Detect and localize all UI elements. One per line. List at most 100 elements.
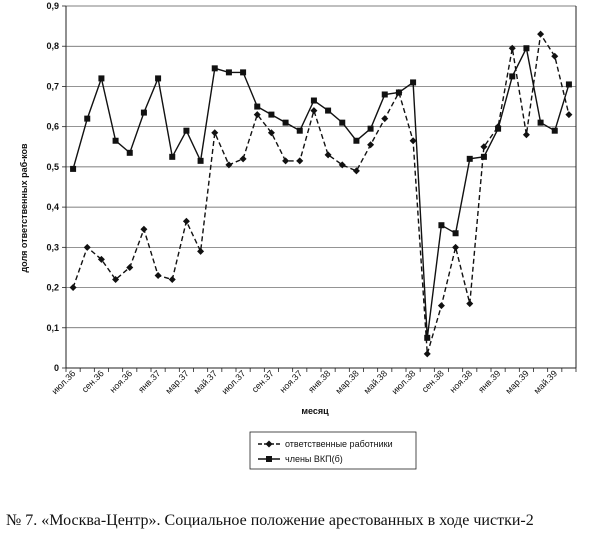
data-point-square xyxy=(395,89,402,96)
data-point-diamond xyxy=(423,350,431,358)
x-tick-label: ноя.37 xyxy=(278,368,304,394)
data-point-square xyxy=(211,65,218,72)
data-point-square xyxy=(551,127,558,134)
data-point-square xyxy=(381,91,388,98)
data-point-square xyxy=(353,137,360,144)
data-point-square xyxy=(509,73,516,80)
data-point-diamond xyxy=(338,161,346,169)
data-point-square xyxy=(495,125,502,132)
x-tick-label: янв.37 xyxy=(136,368,162,394)
x-tick-label: ноя.38 xyxy=(448,368,474,394)
data-point-diamond xyxy=(480,143,488,151)
data-point-square xyxy=(70,165,77,172)
data-point-square xyxy=(268,111,275,118)
data-point-diamond xyxy=(253,111,261,119)
y-tick-label: 0,1 xyxy=(46,323,59,333)
data-point-square xyxy=(480,153,487,160)
x-tick-label: янв.39 xyxy=(476,368,502,394)
y-tick-label: 0,8 xyxy=(46,41,59,51)
data-point-square xyxy=(296,127,303,134)
data-point-diamond xyxy=(551,52,559,60)
series-markers xyxy=(69,30,573,358)
data-point-diamond xyxy=(182,217,190,225)
legend: ответственные работники члены ВКП(б) xyxy=(249,431,417,470)
y-axis: 0 0,1 0,2 0,3 0,4 0,5 0,6 0,7 0,8 0,9 xyxy=(46,1,577,373)
x-tick-label: сен.36 xyxy=(80,368,106,394)
y-tick-label: 0,4 xyxy=(46,202,59,212)
x-tick-label: мар.39 xyxy=(503,368,530,395)
legend-label: ответственные работники xyxy=(285,439,393,449)
data-point-diamond xyxy=(508,44,516,52)
x-tick-label: май.38 xyxy=(362,368,389,395)
data-point-diamond xyxy=(310,107,318,115)
data-point-diamond xyxy=(267,129,275,137)
data-point-square xyxy=(98,75,105,82)
data-point-square xyxy=(325,107,332,114)
y-tick-label: 0,9 xyxy=(46,1,59,11)
series-lines xyxy=(72,32,570,355)
y-tick-label: 0 xyxy=(54,363,59,373)
data-point-diamond xyxy=(409,137,417,145)
data-point-square xyxy=(452,230,459,237)
data-point-square xyxy=(240,69,247,76)
data-point-square xyxy=(424,334,431,341)
data-point-diamond xyxy=(466,300,474,308)
data-point-diamond xyxy=(522,131,530,139)
data-point-diamond xyxy=(282,157,290,165)
data-point-square xyxy=(183,127,190,134)
legend-marker-square xyxy=(266,456,272,462)
legend-box xyxy=(249,431,417,470)
data-point-diamond xyxy=(452,243,460,251)
x-tick-label: мар.37 xyxy=(163,368,190,395)
x-axis: июл.36 сен.36 ноя.36 янв.37 мар.37 май.37 июл.… xyxy=(50,367,577,396)
x-tick-label: май.37 xyxy=(192,368,219,395)
data-point-diamond xyxy=(324,151,332,159)
y-tick-label: 0,2 xyxy=(46,283,59,293)
data-point-diamond xyxy=(211,129,219,137)
line-chart: 0 0,1 0,2 0,3 0,4 0,5 0,6 0,7 0,8 0,9 июл.36 сен.3… xyxy=(19,1,577,470)
data-point-diamond xyxy=(225,161,233,169)
x-tick-label: янв.38 xyxy=(306,368,332,394)
data-point-square xyxy=(197,157,204,164)
x-tick-label: сен.38 xyxy=(420,368,446,394)
data-point-square xyxy=(140,109,147,116)
data-point-square xyxy=(225,69,232,76)
x-tick-label: сен.37 xyxy=(250,368,276,394)
data-point-diamond xyxy=(537,30,545,38)
data-point-square xyxy=(282,119,289,126)
data-point-diamond xyxy=(69,284,77,292)
y-tick-label: 0,5 xyxy=(46,162,59,172)
x-tick-label: июл.38 xyxy=(390,368,418,396)
data-point-square xyxy=(537,119,544,126)
data-point-square xyxy=(466,155,473,162)
data-point-square xyxy=(254,103,261,110)
x-tick-label: мар.38 xyxy=(333,368,360,395)
data-point-square xyxy=(155,75,162,82)
series-line-party-members xyxy=(72,46,570,338)
x-tick-label: ноя.36 xyxy=(108,368,134,394)
figure-caption: № 7. «Москва-Центр». Социальное положени… xyxy=(6,512,534,529)
data-point-square xyxy=(310,97,317,104)
data-point-square xyxy=(523,45,530,52)
data-point-square xyxy=(565,81,572,88)
data-point-diamond xyxy=(296,157,304,165)
data-point-square xyxy=(169,153,176,160)
series-line-responsible-workers xyxy=(72,32,570,355)
data-point-diamond xyxy=(381,115,389,123)
data-point-diamond xyxy=(97,255,105,263)
x-axis-title: месяц xyxy=(301,406,329,416)
data-point-square xyxy=(410,79,417,86)
data-point-diamond xyxy=(140,225,148,233)
legend-label: члены ВКП(б) xyxy=(285,454,343,464)
data-point-diamond xyxy=(197,247,205,255)
data-point-diamond xyxy=(239,155,247,163)
data-point-diamond xyxy=(352,167,360,175)
data-point-square xyxy=(112,137,119,144)
gridlines xyxy=(66,5,576,329)
data-point-diamond xyxy=(83,243,91,251)
data-point-square xyxy=(126,149,133,156)
x-tick-label: май.39 xyxy=(532,368,559,395)
data-point-diamond xyxy=(126,263,134,271)
x-tick-label: июл.37 xyxy=(220,368,248,396)
data-point-diamond xyxy=(154,271,162,279)
